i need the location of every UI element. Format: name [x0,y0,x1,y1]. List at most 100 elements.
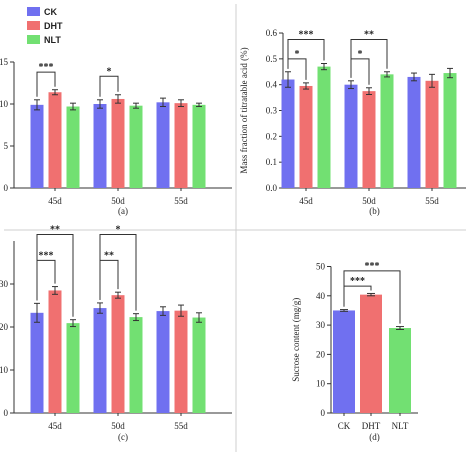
x-tick-label: 50d [111,196,125,206]
bar-dht [48,92,62,188]
significance-label: *** [39,62,54,73]
legend-label: NLT [44,35,61,45]
y-tick-label: 30 [0,279,9,289]
bar-ck [93,104,107,188]
y-tick-label: 0 [4,183,9,193]
panel-label: (a) [118,206,128,216]
x-tick-label: 50d [111,421,125,431]
significance-label: *** [299,29,314,40]
significance-label: ** [364,29,374,40]
y-tick-label: 0.0 [266,183,278,193]
bar-nlt [192,104,206,188]
bar-ck [333,310,355,413]
legend-swatch-dht [27,21,40,30]
y-tick-label: 10 [0,99,9,109]
y-tick-label: 15 [0,57,9,67]
panel-label: (c) [118,432,128,442]
y-tick-label: 20 [0,322,9,332]
bar-ck [344,84,358,188]
bar-nlt [317,66,331,188]
x-tick-label: 50d [362,196,376,206]
bar-ck [281,79,295,188]
significance-bracket [99,75,119,97]
bar-dht [174,103,188,188]
x-tick-label: 45d [48,196,62,206]
bar-nlt [380,74,394,188]
bar-dht [111,295,125,413]
y-axis-title: Sucrose content (mg/g) [291,298,301,382]
y-tick-label: 0.5 [266,54,278,64]
y-tick-label: 10 [316,379,326,389]
x-tick-label: DHT [362,421,381,431]
significance-bracket [99,259,119,300]
x-tick-label: 45d [48,421,62,431]
bar-nlt [129,317,143,413]
y-tick-label: 40 [316,291,326,301]
significance-bracket [287,58,307,80]
significance-label: * [358,49,363,60]
bar-ck [407,76,421,188]
significance-label: ** [104,250,114,261]
significance-bracket [36,234,74,317]
significance-bracket [99,234,137,311]
bar-dht [425,80,439,188]
bar-nlt [443,73,457,188]
x-tick-label: 45d [299,196,313,206]
bar-dht [362,91,376,188]
bar-ck [30,104,44,188]
significance-label: *** [39,250,54,261]
y-tick-label: 50 [316,262,326,272]
y-tick-label: 0.3 [266,106,278,116]
bar-ck [93,308,107,413]
significance-label: *** [350,276,365,287]
panel-label: (d) [369,432,380,442]
significance-bracket [343,270,401,324]
legend: CK DHT NLT [27,7,63,45]
bar-nlt [66,323,80,413]
y-tick-label: 0.1 [266,157,277,167]
significance-label: * [295,49,300,60]
legend-swatch-ck [27,7,40,16]
bar-nlt [129,105,143,188]
bar-nlt [389,328,411,413]
chart-panel-4: 0 10 20 30 40 50 Sucrose content (mg/g) CK DHT NL… [291,261,418,442]
bar-dht [48,290,62,413]
y-tick-label: 20 [316,349,326,359]
panel-label: (b) [369,206,380,216]
y-tick-label: 0 [321,408,326,418]
bar-dht [174,310,188,413]
y-tick-label: 10 [0,365,9,375]
x-tick-label: CK [338,421,351,431]
bar-nlt [66,106,80,188]
legend-label: DHT [44,21,63,31]
bar-ck [30,312,44,413]
significance-label: * [107,66,112,77]
y-tick-label: 0.2 [266,131,277,141]
x-tick-label: 55d [425,196,439,206]
bar-ck [156,311,170,413]
y-tick-label: 5 [4,141,9,151]
chart-panel-2: 0.0 0.1 0.2 0.3 0.4 0.5 0.6 Mass fraction of ti… [239,28,466,216]
significance-bracket [350,38,388,78]
y-tick-label: 30 [316,320,326,330]
significance-label: *** [365,261,380,272]
y-tick-label: 0 [4,408,9,418]
legend-label: CK [44,7,57,17]
y-axis-title: Mass fraction of titratable acid (%) [239,47,249,173]
x-tick-label: 55d [174,421,188,431]
x-tick-label: 55d [174,196,188,206]
bar-nlt [192,317,206,413]
significance-bracket [36,71,56,97]
bar-dht [360,294,382,413]
y-tick-label: 0.4 [266,80,278,90]
significance-bracket [287,38,325,69]
bar-ck [156,102,170,188]
x-tick-label: NLT [392,421,409,431]
legend-swatch-nlt [27,35,40,44]
bar-dht [299,85,313,188]
bar-dht [111,98,125,188]
y-tick-label: 0.6 [266,28,278,38]
